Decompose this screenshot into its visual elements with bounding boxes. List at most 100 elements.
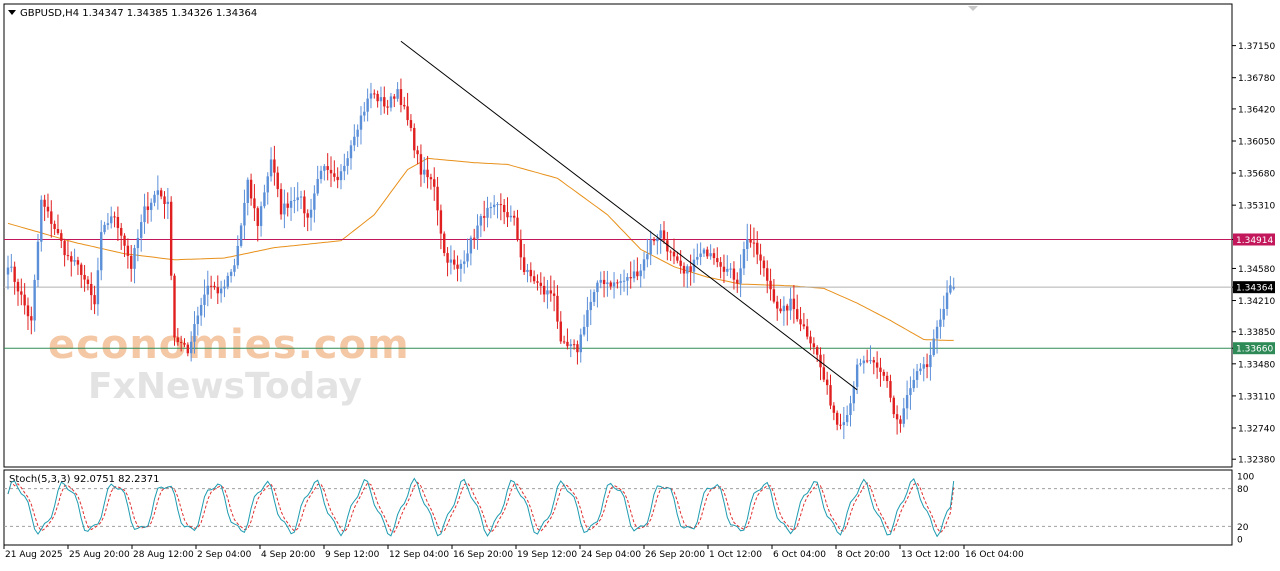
candle-body: [815, 347, 819, 355]
time-tick-label: 16 Oct 04:00: [965, 550, 1024, 560]
candle-body: [16, 281, 20, 292]
stoch-header: Stoch(5,3,3) 92.0751 82.2371: [9, 474, 160, 485]
candle-body: [646, 254, 649, 260]
candle-body: [473, 237, 476, 239]
candle-body: [865, 360, 869, 362]
candle-body: [296, 197, 299, 201]
current-price-label: 1.34364: [1236, 284, 1273, 294]
candle-body: [209, 285, 213, 287]
candle-body: [606, 282, 609, 285]
candle-body: [193, 324, 196, 342]
candle-body: [526, 269, 529, 273]
support-label: 1.33660: [1236, 345, 1273, 355]
candle-body: [329, 169, 333, 174]
candle-body: [739, 268, 742, 284]
candle-body: [922, 364, 925, 369]
candle-body: [536, 281, 539, 283]
candle-body: [489, 207, 493, 209]
time-tick-label: 13 Oct 12:00: [901, 550, 960, 560]
candle-body: [159, 190, 163, 197]
candle-body: [419, 154, 423, 175]
candle-body: [439, 210, 443, 234]
resistance-label: 1.34914: [1236, 236, 1273, 246]
candle-body: [336, 176, 339, 181]
candle-body: [186, 344, 190, 354]
candle-body: [273, 159, 276, 173]
resistance-label-box: [1233, 233, 1275, 246]
candle-body: [529, 269, 533, 277]
candle-body: [269, 159, 273, 177]
candle-body: [30, 316, 33, 321]
candle-body: [63, 240, 66, 256]
moving-average-layer: [7, 157, 954, 341]
candle-body: [289, 200, 293, 208]
candle-body: [942, 308, 945, 320]
candle-body: [892, 397, 895, 415]
candle-body: [912, 379, 915, 389]
candle-body: [686, 266, 689, 274]
candle-body: [586, 310, 589, 327]
shift-marker-icon[interactable]: [968, 6, 978, 11]
time-tick-label: 28 Aug 12:00: [133, 550, 194, 560]
candle-body: [6, 267, 10, 275]
candle-body: [889, 381, 892, 398]
candle-body: [885, 375, 889, 382]
price-tick-label: 1.34210: [1238, 297, 1275, 307]
candle-body: [463, 261, 466, 264]
time-tick-label: 2 Sep 04:00: [197, 550, 252, 560]
candle-body: [386, 106, 389, 108]
candle-body: [236, 245, 239, 266]
candle-body: [676, 256, 679, 261]
candle-body: [239, 225, 243, 246]
candle-body: [86, 279, 90, 284]
candle-body: [652, 240, 656, 242]
candle-body: [293, 200, 296, 202]
candle-body: [173, 275, 176, 338]
candle-body: [706, 249, 709, 257]
candle-body: [120, 227, 123, 236]
candle-body: [316, 179, 319, 194]
candle-body: [845, 415, 849, 423]
candle-body: [213, 285, 216, 288]
candle-body: [909, 388, 912, 396]
candle-body: [449, 259, 453, 263]
candle-body: [313, 193, 316, 210]
candle-body: [353, 136, 356, 146]
candle-body: [259, 206, 263, 226]
candle-body: [383, 97, 386, 107]
candle-body: [696, 256, 699, 260]
candle-body: [389, 96, 393, 108]
candle-body: [806, 326, 809, 337]
candle-body: [206, 285, 209, 295]
candle-body: [346, 158, 349, 166]
candle-body: [809, 336, 812, 344]
candle-body: [895, 414, 899, 420]
candle-body: [479, 216, 483, 226]
collapse-triangle-icon[interactable]: [8, 10, 16, 15]
candle-body: [399, 89, 403, 105]
candle-body: [699, 253, 702, 257]
candle-body: [93, 295, 96, 305]
candle-body: [80, 264, 83, 275]
candle-body: [276, 172, 279, 190]
candle-body: [486, 207, 489, 218]
candle-body: [203, 294, 206, 305]
candle-body: [789, 298, 792, 311]
candle-body: [506, 212, 509, 218]
candles-layer: [6, 78, 955, 440]
candle-body: [919, 368, 922, 372]
stoch-tick-label: 100: [1237, 473, 1254, 483]
candle-body: [512, 215, 516, 218]
candle-body: [556, 295, 559, 322]
candle-body: [416, 150, 419, 155]
descending-trendline: [400, 40, 858, 391]
candle-body: [393, 96, 396, 99]
candle-body: [602, 279, 606, 285]
candle-body: [482, 216, 486, 218]
candle-body: [146, 206, 150, 210]
candle-body: [453, 259, 456, 265]
candle-body: [599, 279, 602, 283]
candle-body: [183, 343, 186, 345]
stoch-panel-frame: [3, 469, 1233, 546]
time-tick-label: 4 Sep 20:00: [261, 550, 316, 560]
